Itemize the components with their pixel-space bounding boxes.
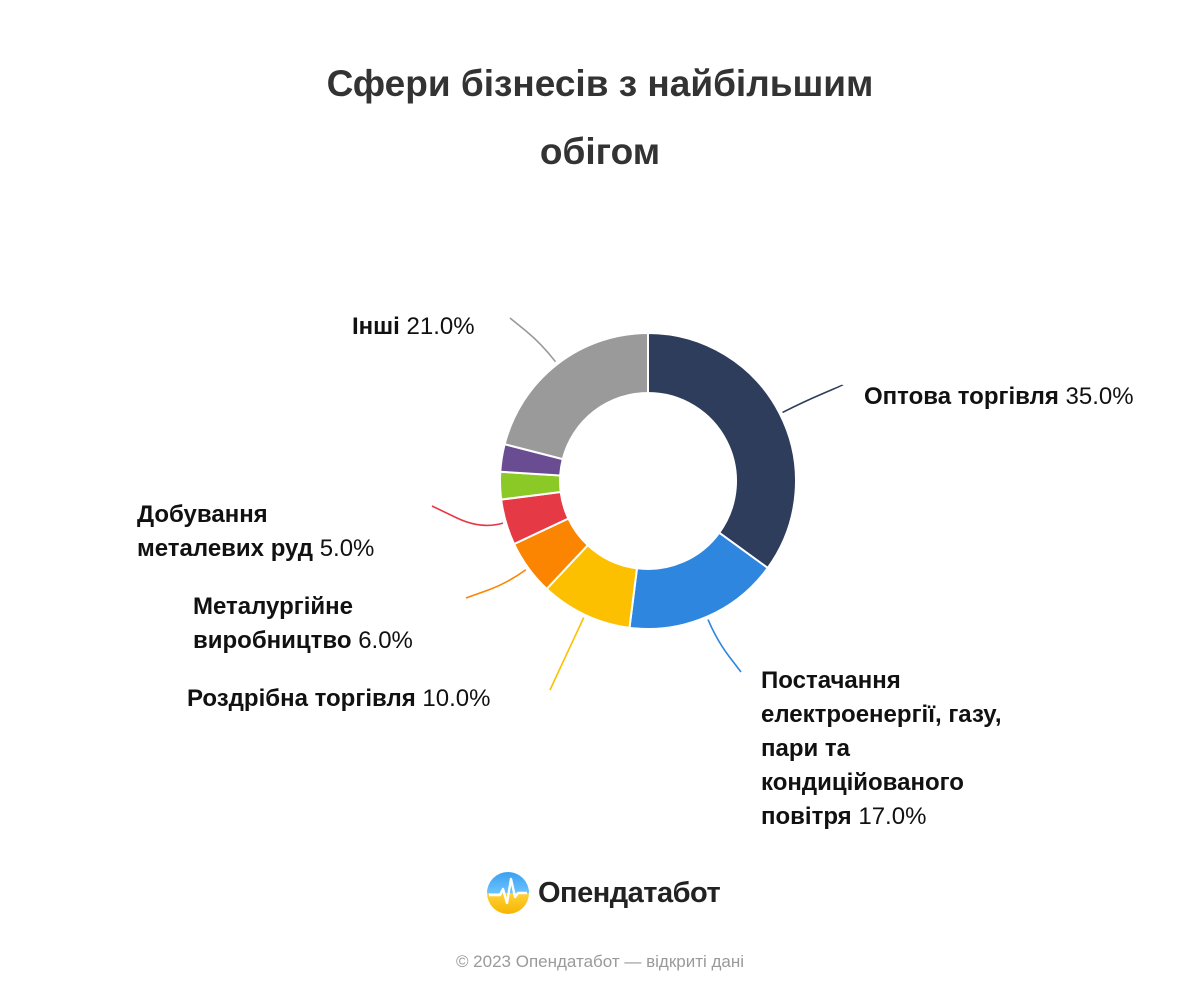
label-metallurgy-value: 6.0% bbox=[358, 627, 413, 654]
label-metallurgy: Металургійне виробництво 6.0% bbox=[193, 590, 413, 658]
label-wholesale-category: Оптова торгівля bbox=[864, 383, 1059, 410]
label-ore-value: 5.0% bbox=[319, 535, 375, 562]
leader-line-energy-supply bbox=[707, 619, 742, 673]
label-energy-line-4: кондиційованого bbox=[761, 769, 964, 796]
label-energy-line-2: електроенергії, газу, bbox=[761, 701, 1002, 728]
opendatabot-logo-text: Опендатабот bbox=[538, 876, 721, 909]
label-other-category: Інші bbox=[352, 313, 400, 340]
label-wholesale: Оптова торгівля 35.0% bbox=[864, 380, 1134, 414]
label-retail-value: 10.0% bbox=[422, 685, 491, 712]
label-retail: Роздрібна торгівля 10.0% bbox=[187, 682, 490, 716]
label-ore-line-2: металевих руд bbox=[137, 535, 314, 562]
slice-other bbox=[503, 331, 649, 461]
slice-wholesale bbox=[647, 331, 797, 570]
leader-line-metallurgy bbox=[465, 569, 527, 599]
label-energy-supply: Постачання електроенергії, газу, пари та… bbox=[761, 664, 1002, 834]
chart-title: Сфери бізнесів з найбільшим обігом bbox=[300, 50, 900, 186]
opendatabot-logo: Опендатабот bbox=[486, 870, 721, 916]
leader-line-ore-mining bbox=[431, 505, 504, 527]
label-energy-value: 17.0% bbox=[858, 803, 927, 830]
chart-title-line-1: Сфери бізнесів з найбільшим bbox=[326, 63, 874, 104]
opendatabot-logo-icon bbox=[487, 872, 529, 914]
chart-title-line-2: обігом bbox=[539, 131, 661, 172]
label-energy-line-3: пари та bbox=[761, 735, 851, 762]
label-ore-mining: Добування металевих руд 5.0% bbox=[137, 498, 374, 566]
leader-line-other bbox=[509, 317, 557, 363]
label-ore-line-1: Добування bbox=[137, 501, 268, 528]
label-energy-line-1: Постачання bbox=[761, 667, 901, 694]
label-metallurgy-line-2: виробництво bbox=[193, 627, 352, 654]
label-wholesale-value: 35.0% bbox=[1065, 383, 1134, 410]
copyright-footer: © 2023 Опендатабот — відкриті дані bbox=[455, 952, 745, 971]
label-other-value: 21.0% bbox=[406, 313, 475, 340]
label-retail-category: Роздрібна торгівля bbox=[187, 685, 416, 712]
label-energy-line-5: повітря bbox=[761, 803, 852, 830]
leader-line-wholesale bbox=[782, 384, 844, 414]
leader-line-retail bbox=[549, 617, 585, 691]
label-metallurgy-line-1: Металургійне bbox=[193, 593, 354, 620]
label-other: Інші 21.0% bbox=[352, 310, 475, 344]
